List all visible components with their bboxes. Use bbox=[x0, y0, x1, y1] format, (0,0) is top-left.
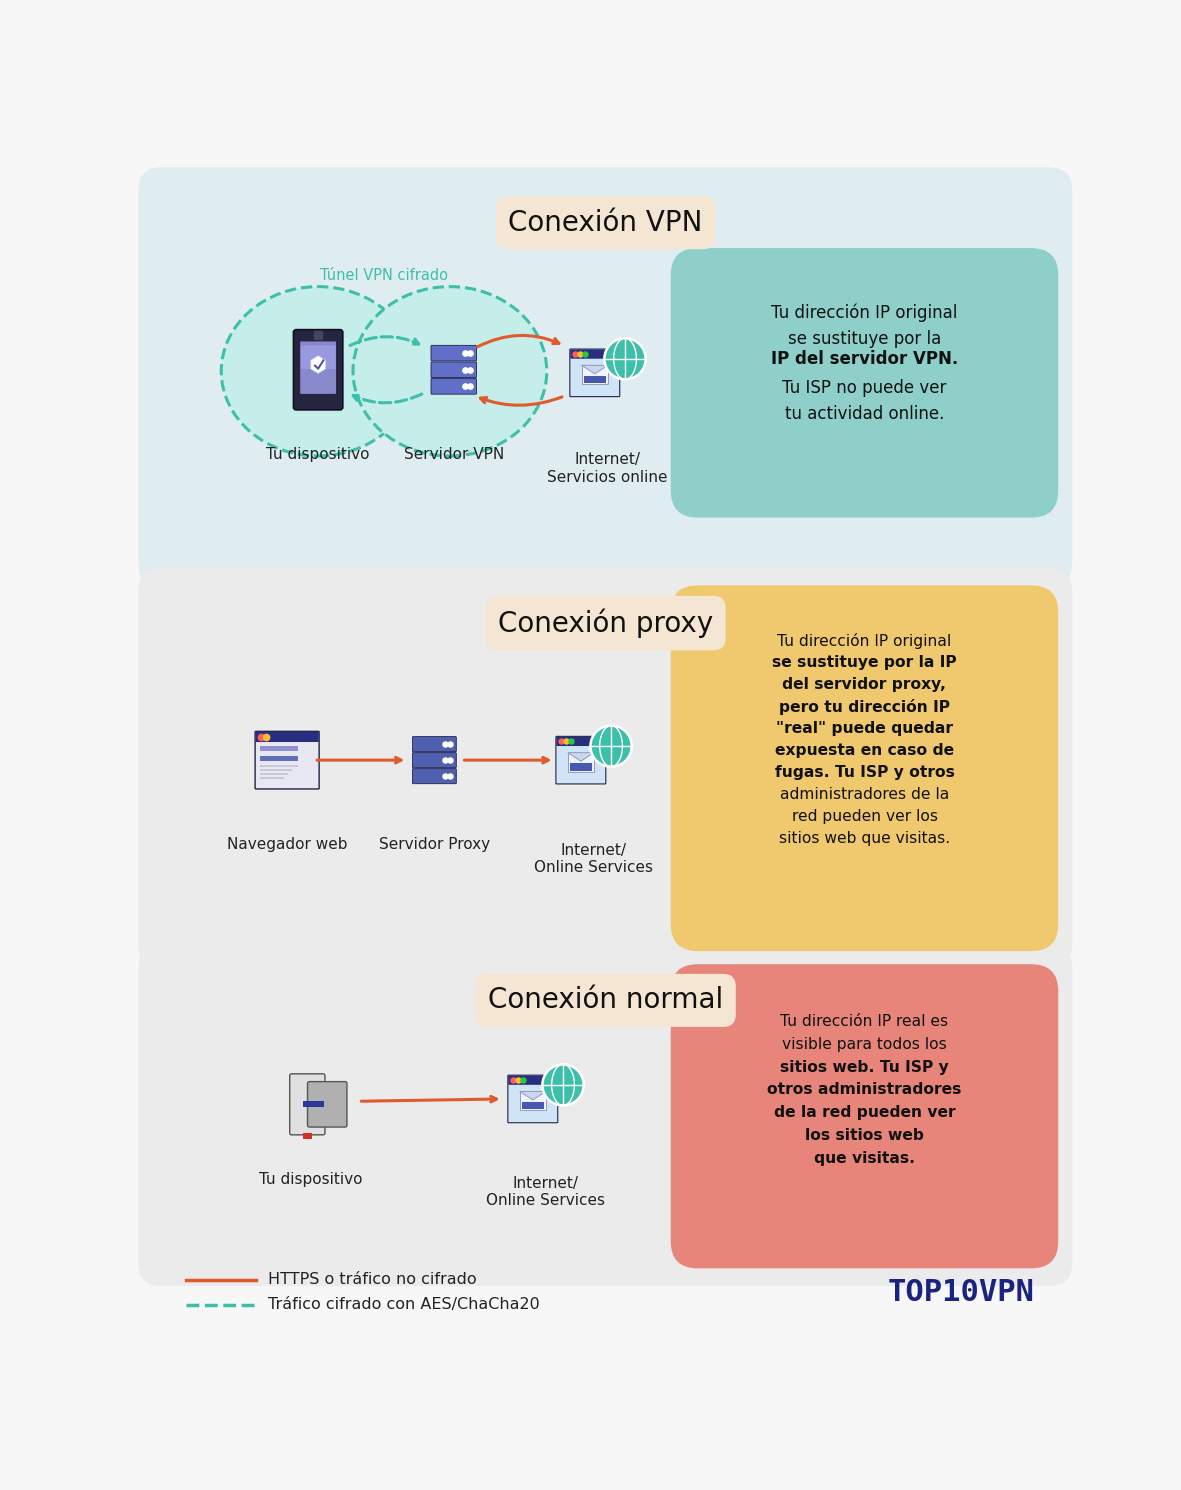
FancyBboxPatch shape bbox=[569, 763, 592, 770]
FancyBboxPatch shape bbox=[260, 764, 299, 767]
Polygon shape bbox=[582, 365, 608, 374]
FancyBboxPatch shape bbox=[431, 346, 476, 361]
FancyBboxPatch shape bbox=[671, 964, 1058, 1268]
FancyBboxPatch shape bbox=[671, 586, 1058, 951]
FancyBboxPatch shape bbox=[570, 350, 619, 359]
Text: Tu dirección IP original: Tu dirección IP original bbox=[777, 633, 952, 650]
Circle shape bbox=[542, 1064, 583, 1106]
FancyBboxPatch shape bbox=[255, 732, 319, 742]
FancyBboxPatch shape bbox=[431, 362, 476, 377]
Polygon shape bbox=[311, 356, 326, 374]
FancyBboxPatch shape bbox=[570, 349, 620, 396]
FancyBboxPatch shape bbox=[138, 568, 1072, 968]
Text: IP del servidor VPN.: IP del servidor VPN. bbox=[771, 350, 958, 368]
Text: que visitas.: que visitas. bbox=[814, 1150, 915, 1165]
FancyBboxPatch shape bbox=[300, 341, 337, 393]
FancyBboxPatch shape bbox=[412, 769, 456, 784]
FancyBboxPatch shape bbox=[508, 1076, 557, 1085]
Circle shape bbox=[590, 726, 632, 767]
FancyBboxPatch shape bbox=[431, 378, 476, 395]
FancyBboxPatch shape bbox=[412, 752, 456, 767]
FancyBboxPatch shape bbox=[556, 736, 606, 784]
Text: Internet/
Servicios online: Internet/ Servicios online bbox=[547, 451, 667, 484]
Text: Túnel VPN cifrado: Túnel VPN cifrado bbox=[320, 268, 448, 283]
Text: del servidor proxy,: del servidor proxy, bbox=[783, 676, 946, 691]
FancyBboxPatch shape bbox=[307, 1082, 347, 1126]
Text: "real" puede quedar: "real" puede quedar bbox=[776, 721, 953, 736]
FancyBboxPatch shape bbox=[260, 773, 288, 775]
Text: fugas. Tu ISP y otros: fugas. Tu ISP y otros bbox=[775, 764, 954, 779]
FancyBboxPatch shape bbox=[671, 249, 1058, 517]
Text: Tráfico cifrado con AES/ChaCha20: Tráfico cifrado con AES/ChaCha20 bbox=[268, 1296, 540, 1313]
Text: Servidor VPN: Servidor VPN bbox=[404, 447, 504, 462]
Text: de la red pueden ver: de la red pueden ver bbox=[774, 1106, 955, 1120]
Polygon shape bbox=[568, 752, 594, 761]
Text: Tu dispositivo: Tu dispositivo bbox=[267, 447, 370, 462]
Text: visible para todos los: visible para todos los bbox=[782, 1037, 947, 1052]
Ellipse shape bbox=[221, 286, 415, 456]
Text: Internet/
Online Services: Internet/ Online Services bbox=[485, 1176, 605, 1208]
FancyBboxPatch shape bbox=[412, 736, 456, 751]
Ellipse shape bbox=[353, 286, 547, 456]
Text: Internet/
Online Services: Internet/ Online Services bbox=[534, 842, 653, 875]
Text: Tu dirección IP real es: Tu dirección IP real es bbox=[781, 1015, 948, 1030]
Text: TOP10VPN: TOP10VPN bbox=[888, 1278, 1035, 1307]
FancyBboxPatch shape bbox=[304, 1132, 312, 1138]
Text: administradores de la: administradores de la bbox=[779, 787, 950, 802]
FancyBboxPatch shape bbox=[583, 375, 606, 383]
Text: Tu dispositivo: Tu dispositivo bbox=[259, 1173, 363, 1188]
Text: Tu ISP no puede ver
tu actividad online.: Tu ISP no puede ver tu actividad online. bbox=[782, 378, 947, 423]
Text: expuesta en caso de: expuesta en caso de bbox=[775, 744, 954, 758]
Text: pero tu dirección IP: pero tu dirección IP bbox=[779, 699, 950, 715]
Text: sitios web. Tu ISP y: sitios web. Tu ISP y bbox=[781, 1059, 948, 1074]
FancyBboxPatch shape bbox=[522, 1103, 544, 1110]
Circle shape bbox=[605, 338, 646, 380]
FancyBboxPatch shape bbox=[260, 755, 299, 760]
FancyBboxPatch shape bbox=[556, 736, 606, 746]
FancyBboxPatch shape bbox=[508, 1076, 557, 1123]
Polygon shape bbox=[520, 1092, 546, 1100]
Text: se sustituye por la IP: se sustituye por la IP bbox=[772, 656, 957, 670]
FancyBboxPatch shape bbox=[301, 346, 335, 370]
FancyBboxPatch shape bbox=[293, 329, 342, 410]
Text: los sitios web: los sitios web bbox=[805, 1128, 924, 1143]
Text: HTTPS o tráfico no cifrado: HTTPS o tráfico no cifrado bbox=[268, 1272, 476, 1287]
FancyBboxPatch shape bbox=[520, 1092, 546, 1110]
FancyBboxPatch shape bbox=[289, 1074, 325, 1135]
FancyBboxPatch shape bbox=[255, 732, 319, 788]
FancyBboxPatch shape bbox=[260, 745, 299, 751]
Text: Conexión VPN: Conexión VPN bbox=[509, 209, 703, 237]
FancyBboxPatch shape bbox=[304, 1101, 324, 1107]
Text: Conexión normal: Conexión normal bbox=[488, 986, 723, 1015]
Text: Tu dirección IP original
se sustituye por la: Tu dirección IP original se sustituye po… bbox=[771, 304, 958, 347]
Text: red pueden ver los: red pueden ver los bbox=[791, 809, 938, 824]
Text: Servidor Proxy: Servidor Proxy bbox=[379, 837, 490, 852]
FancyBboxPatch shape bbox=[138, 167, 1072, 587]
Text: Conexión proxy: Conexión proxy bbox=[498, 608, 713, 638]
Text: Navegador web: Navegador web bbox=[227, 837, 347, 852]
Text: sitios web que visitas.: sitios web que visitas. bbox=[779, 830, 950, 846]
FancyBboxPatch shape bbox=[260, 769, 292, 772]
FancyBboxPatch shape bbox=[138, 945, 1072, 1286]
FancyBboxPatch shape bbox=[260, 776, 285, 779]
Text: otros administradores: otros administradores bbox=[768, 1082, 961, 1098]
FancyBboxPatch shape bbox=[582, 365, 608, 384]
FancyBboxPatch shape bbox=[568, 752, 594, 772]
